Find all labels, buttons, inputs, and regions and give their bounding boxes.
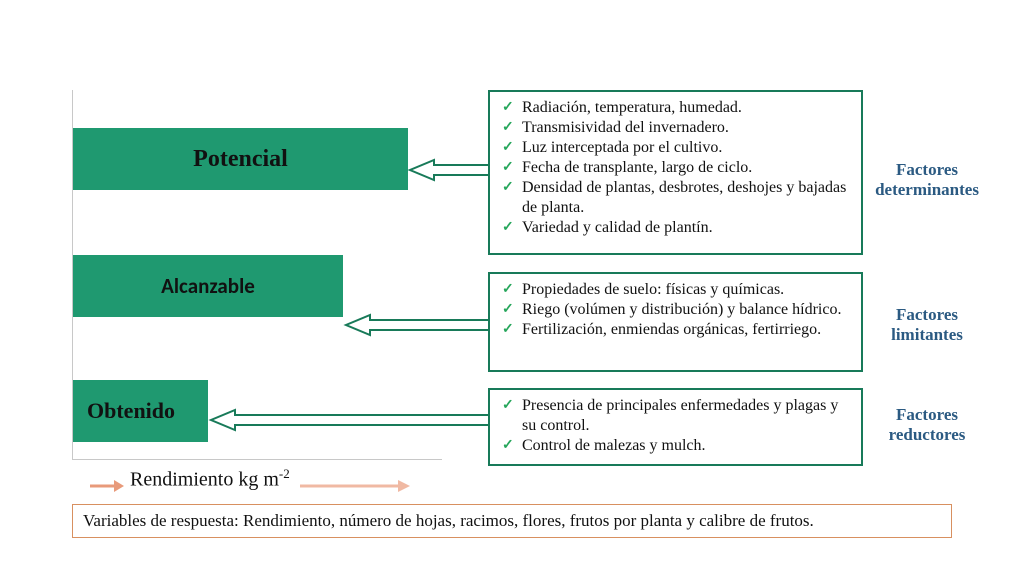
factor-item: ✓ Riego (volúmen y distribución) y balanc… <box>500 300 851 320</box>
x-axis-label: Rendimiento kg m-2 <box>130 466 290 492</box>
factor-item-text: Variedad y calidad de plantín. <box>522 219 713 236</box>
factor-item-text: Control de malezas y mulch. <box>522 437 706 454</box>
bar-label: Alcanzable <box>161 273 255 299</box>
bar-potencial: Potencial <box>73 128 408 190</box>
factor-label-limitantes: Factores limitantes <box>872 305 982 346</box>
factor-item-text: Densidad de plantas, desbrotes, deshojes… <box>522 179 846 216</box>
factor-item: ✓ Radiación, temperatura, humedad. <box>500 98 851 118</box>
factor-label-line: reductores <box>889 425 966 444</box>
check-icon: ✓ <box>502 139 514 157</box>
check-icon: ✓ <box>502 321 514 339</box>
info-box-determinantes: ✓ Radiación, temperatura, humedad. ✓ Transm… <box>488 90 863 255</box>
factor-item: ✓ Variedad y calidad de plantín. <box>500 218 851 238</box>
info-box-limitantes: ✓ Propiedades de suelo: físicas y química… <box>488 272 863 372</box>
factor-item: ✓ Fecha de transplante, largo de ciclo. <box>500 158 851 178</box>
factor-item: ✓ Fertilización, enmiendas orgánicas, fer… <box>500 320 851 340</box>
factor-item-text: Presencia de principales enfermedades y … <box>522 397 838 434</box>
factor-label-reductores: Factores reductores <box>872 405 982 446</box>
factor-list: ✓ Presencia de principales enfermedades y… <box>500 396 851 456</box>
check-icon: ✓ <box>502 99 514 117</box>
footer-text: Variables de respuesta: Rendimiento, núm… <box>83 511 814 530</box>
factor-label-line: Factores <box>896 305 958 324</box>
bar-alcanzable: Alcanzable <box>73 255 343 317</box>
bar-obtenido: Obtenido <box>73 380 208 442</box>
arrow-reductores <box>205 405 493 435</box>
factor-item-text: Riego (volúmen y distribución) y balance… <box>522 301 841 318</box>
factor-list: ✓ Radiación, temperatura, humedad. ✓ Transm… <box>500 98 851 238</box>
bar-label: Obtenido <box>87 398 175 424</box>
factor-label-line: determinantes <box>875 180 979 199</box>
factor-label-line: limitantes <box>891 325 963 344</box>
axis-label-text: Rendimiento kg m <box>130 469 279 491</box>
factor-item: ✓ Presencia de principales enfermedades y… <box>500 396 851 436</box>
bar-label: Potencial <box>193 146 288 173</box>
check-icon: ✓ <box>502 301 514 319</box>
check-icon: ✓ <box>502 397 514 415</box>
check-icon: ✓ <box>502 179 514 197</box>
factor-item: ✓ Densidad de plantas, desbrotes, deshoje… <box>500 178 851 218</box>
factor-item: ✓ Transmisividad del invernadero. <box>500 118 851 138</box>
factor-list: ✓ Propiedades de suelo: físicas y química… <box>500 280 851 340</box>
response-variables-note: Variables de respuesta: Rendimiento, núm… <box>72 504 952 538</box>
axis-label-sup: -2 <box>279 466 290 481</box>
factor-item-text: Radiación, temperatura, humedad. <box>522 99 742 116</box>
check-icon: ✓ <box>502 159 514 177</box>
factor-item-text: Luz interceptada por el cultivo. <box>522 139 722 156</box>
factor-item-text: Fertilización, enmiendas orgánicas, fert… <box>522 321 821 338</box>
factor-item-text: Transmisividad del invernadero. <box>522 119 729 136</box>
factor-item: ✓ Luz interceptada por el cultivo. <box>500 138 851 158</box>
factor-label-line: Factores <box>896 405 958 424</box>
factor-label-line: Factores <box>896 160 958 179</box>
arrow-determinantes <box>404 155 494 185</box>
factor-item: ✓ Control de malezas y mulch. <box>500 436 851 456</box>
check-icon: ✓ <box>502 119 514 137</box>
factor-item: ✓ Propiedades de suelo: físicas y química… <box>500 280 851 300</box>
axis-arrow-icon <box>300 478 410 494</box>
axis-arrow-icon <box>90 478 124 494</box>
check-icon: ✓ <box>502 281 514 299</box>
factor-item-text: Propiedades de suelo: físicas y químicas… <box>522 281 784 298</box>
check-icon: ✓ <box>502 437 514 455</box>
info-box-reductores: ✓ Presencia de principales enfermedades y… <box>488 388 863 466</box>
factor-label-determinantes: Factores determinantes <box>872 160 982 201</box>
check-icon: ✓ <box>502 219 514 237</box>
arrow-limitantes <box>340 310 492 340</box>
factor-item-text: Fecha de transplante, largo de ciclo. <box>522 159 752 176</box>
